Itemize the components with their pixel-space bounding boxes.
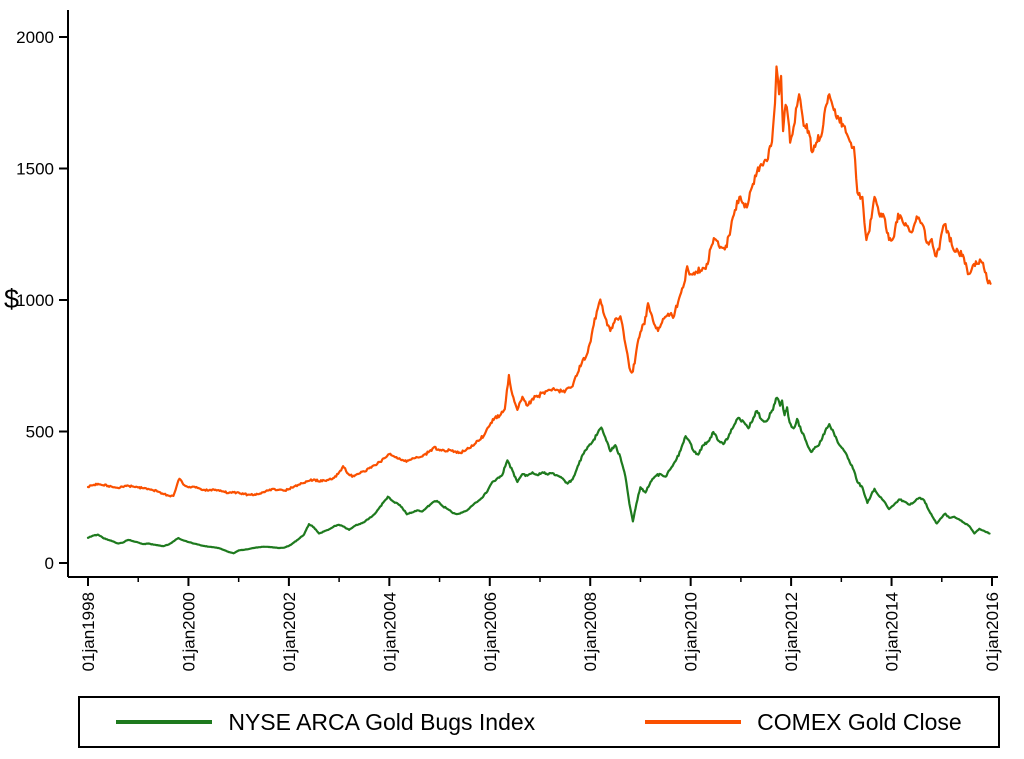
y-tick-label: 1000: [16, 291, 54, 310]
series-line-gold-bugs-index: [86, 396, 991, 555]
series-line-comex-gold-close: [86, 65, 992, 498]
legend-line-sample-gold-bugs-icon: [116, 720, 213, 724]
x-tick-label: 01jan2008: [581, 592, 600, 671]
x-tick-label: 01jan2016: [983, 592, 1002, 671]
x-tick-label: 01jan1998: [79, 592, 98, 671]
x-tick-label: 01jan2014: [883, 592, 902, 671]
y-tick-label: 1500: [16, 160, 54, 179]
x-tick-label: 01jan2004: [380, 592, 399, 671]
legend-item-gold-bugs: NYSE ARCA Gold Bugs Index: [116, 709, 535, 736]
x-tick-label: 01jan2010: [682, 592, 701, 671]
legend: NYSE ARCA Gold Bugs Index COMEX Gold Clo…: [78, 696, 1000, 748]
y-tick-label: 2000: [16, 28, 54, 47]
y-axis-title: $: [4, 284, 20, 314]
legend-item-comex: COMEX Gold Close: [645, 709, 962, 736]
x-tick-label: 01jan2000: [179, 592, 198, 671]
y-tick-label: 500: [26, 423, 54, 442]
x-tick-label: 01jan2006: [481, 592, 500, 671]
y-tick-label: 0: [45, 554, 54, 573]
plot-area: 0 500 1000 1500 2000 01jan1998 01jan2000 01jan2…: [16, 10, 1002, 671]
legend-line-sample-comex-icon: [645, 720, 742, 724]
legend-label-comex: COMEX Gold Close: [757, 708, 962, 735]
x-tick-label: 01jan2012: [782, 592, 801, 671]
x-tick-label: 01jan2002: [280, 592, 299, 671]
legend-label-gold-bugs: NYSE ARCA Gold Bugs Index: [228, 708, 536, 735]
